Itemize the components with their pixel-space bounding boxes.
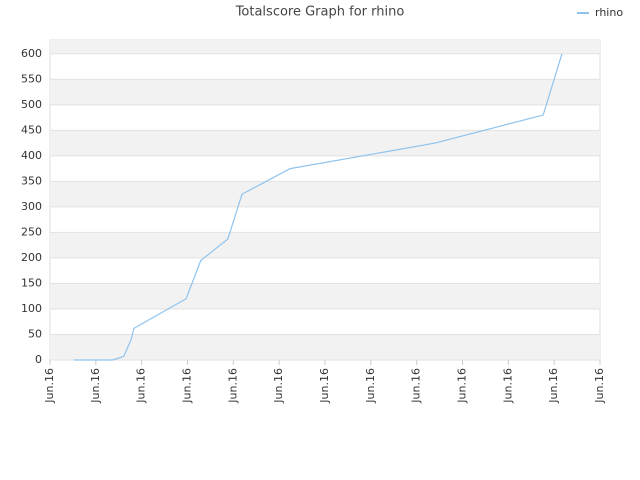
y-tick-label: 450: [21, 123, 42, 136]
y-tick-label: 0: [35, 353, 42, 366]
x-tick-label: Jun.16: [364, 368, 377, 404]
legend-label: rhino: [595, 6, 623, 19]
y-tick-label: 300: [21, 200, 42, 213]
y-tick-label: 150: [21, 276, 42, 289]
y-tick-label: 250: [21, 225, 42, 238]
grid-band: [50, 130, 600, 156]
x-tick-label: Jun.16: [456, 368, 469, 404]
x-tick-label: Jun.16: [410, 368, 423, 404]
x-tick-label: Jun.16: [226, 368, 239, 404]
grid-band: [50, 232, 600, 258]
x-tick-label: Jun.16: [547, 368, 560, 404]
grid-band: [50, 334, 600, 360]
x-tick-label: Jun.16: [43, 368, 56, 404]
grid-band: [50, 40, 600, 54]
y-tick-label: 500: [21, 98, 42, 111]
x-tick-label: Jun.16: [89, 368, 102, 404]
chart-title: Totalscore Graph for rhino: [235, 5, 405, 20]
y-tick-label: 200: [21, 251, 42, 264]
x-tick-label: Jun.16: [318, 368, 331, 404]
y-tick-label: 600: [21, 47, 42, 60]
y-tick-label: 50: [28, 327, 42, 340]
y-tick-label: 350: [21, 174, 42, 187]
x-tick-label: Jun.16: [272, 368, 285, 404]
x-tick-label: Jun.16: [501, 368, 514, 404]
x-tick-label: Jun.16: [181, 368, 194, 404]
series-line: [73, 53, 563, 361]
y-tick-label: 400: [21, 149, 42, 162]
grid-band: [50, 181, 600, 207]
x-tick-label: Jun.16: [593, 368, 606, 404]
y-tick-label: 550: [21, 72, 42, 85]
x-tick-label: Jun.16: [135, 368, 148, 404]
grid-band: [50, 283, 600, 309]
grid-band: [50, 79, 600, 105]
y-tick-label: 100: [21, 302, 42, 315]
